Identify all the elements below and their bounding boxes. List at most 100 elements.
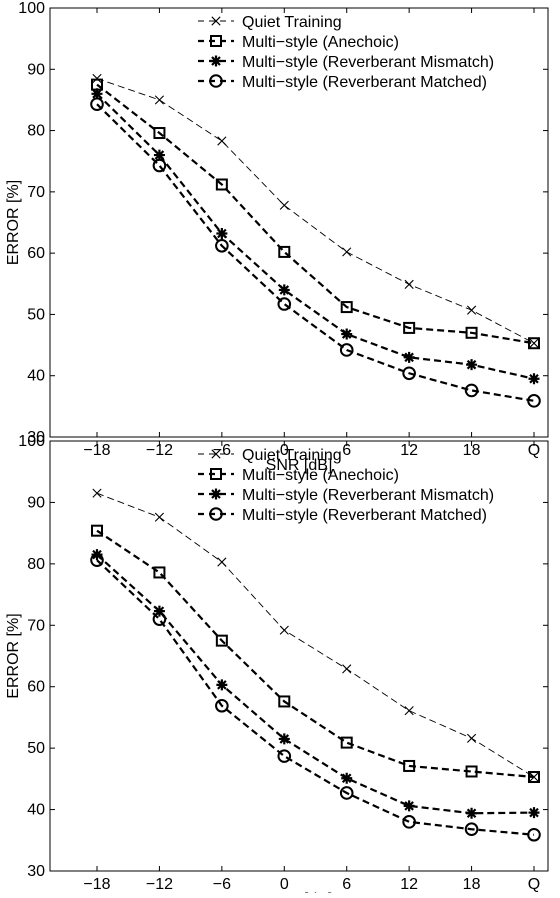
data-point (278, 733, 290, 745)
legend-label: Multi−style (Reverberant Mismatch) (242, 487, 494, 504)
plot-frame (49, 7, 549, 438)
y-tick-label: 30 (27, 429, 45, 446)
data-point (404, 706, 414, 716)
data-point (152, 612, 167, 626)
x-tick-label: −12 (146, 442, 173, 459)
legend-label: Quiet Training (242, 447, 342, 464)
x-tick-label: 0 (280, 442, 289, 459)
data-point (90, 553, 104, 567)
data-point (153, 127, 166, 140)
x-tick-label: −6 (213, 876, 231, 893)
series-line (96, 103, 535, 402)
y-tick-label: 50 (27, 740, 45, 757)
legend-label: Multi−style (Reverberant Mismatch) (242, 54, 494, 71)
legend: Quiet Training Multi−style (Anechoic) Mult… (198, 447, 494, 524)
series-3 (91, 549, 540, 819)
y-tick-label: 90 (27, 494, 45, 511)
legend-label: Multi−style (Reverberant Matched) (242, 507, 487, 524)
data-point (466, 305, 477, 315)
data-point (529, 338, 539, 348)
x-tick-label: −18 (83, 876, 110, 893)
series-line (96, 559, 535, 836)
data-point (465, 326, 478, 339)
legend-marker (210, 35, 222, 47)
legend-marker (210, 55, 222, 67)
legend-label: Multi−style (Anechoic) (242, 467, 399, 484)
data-point (153, 566, 166, 579)
data-point (528, 771, 540, 784)
x-tick-label: 6 (342, 442, 351, 459)
series-2 (91, 524, 540, 784)
y-axis-label: ERROR [%] (5, 613, 22, 698)
data-point (278, 245, 291, 258)
data-point (341, 328, 353, 340)
series-3 (91, 88, 540, 385)
series-line (96, 93, 535, 380)
x-tick-label: 18 (463, 876, 481, 893)
data-point (277, 749, 292, 763)
data-point (278, 695, 291, 708)
legend-marker (209, 74, 223, 88)
data-point (92, 73, 102, 84)
y-tick-label: 100 (18, 433, 45, 450)
legend-marker (210, 488, 222, 500)
data-point (342, 247, 352, 257)
data-point (153, 605, 165, 617)
data-point (341, 772, 353, 784)
x-tick-label: Q (528, 876, 540, 893)
data-point (279, 625, 289, 635)
data-point (528, 807, 540, 819)
data-point (466, 807, 478, 819)
legend-label: Multi−style (Reverberant Matched) (242, 74, 487, 91)
y-tick-label: 40 (27, 802, 45, 819)
data-point (215, 698, 229, 713)
legend-marker (211, 16, 221, 26)
series-1 (92, 488, 539, 782)
legend-label: Multi−style (Anechoic) (242, 34, 399, 51)
data-point (528, 373, 540, 385)
data-point (403, 759, 416, 772)
data-point (154, 95, 165, 105)
data-point (91, 88, 103, 100)
data-point (92, 488, 102, 498)
series-4 (90, 553, 541, 842)
y-tick-label: 60 (27, 679, 45, 696)
legend-marker (210, 468, 222, 480)
legend-marker (211, 449, 221, 459)
data-point (152, 158, 167, 173)
data-point (528, 337, 540, 350)
x-tick-label: 6 (342, 876, 351, 893)
legend-marker (209, 507, 223, 521)
data-point (278, 284, 290, 296)
data-point (527, 827, 541, 842)
data-point (404, 279, 414, 289)
legend: Quiet Training Multi−style (Anechoic) Mult… (198, 14, 494, 91)
data-point (340, 301, 353, 314)
series-4 (90, 97, 541, 408)
data-point (403, 800, 415, 812)
x-tick-label: 12 (400, 442, 418, 459)
data-point (403, 321, 416, 334)
data-point (465, 765, 478, 778)
data-point (215, 178, 228, 191)
data-point (215, 238, 229, 253)
data-point (339, 786, 354, 800)
data-point (466, 733, 477, 743)
data-point (279, 200, 289, 210)
series-2 (91, 78, 540, 350)
data-point (90, 97, 104, 112)
data-point (216, 679, 228, 691)
data-point (154, 512, 165, 522)
series-line (96, 78, 535, 344)
y-tick-label: 50 (27, 306, 45, 323)
data-point (215, 634, 228, 647)
y-tick-label: 70 (27, 184, 45, 201)
y-tick-label: 30 (27, 863, 45, 880)
y-tick-label: 100 (18, 0, 45, 17)
series-line (96, 492, 535, 778)
data-point (216, 228, 228, 240)
y-tick-label: 70 (27, 617, 45, 634)
